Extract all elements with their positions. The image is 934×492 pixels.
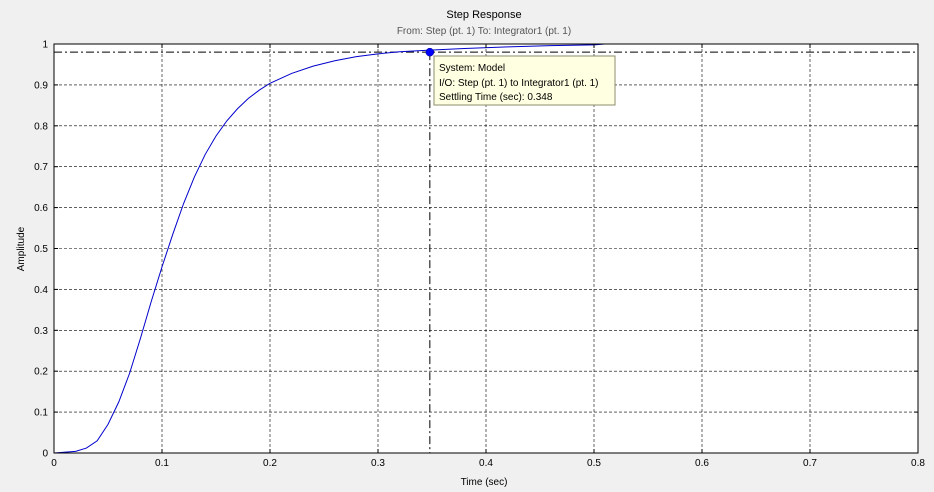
y-tick-label: 0.8 <box>34 121 48 132</box>
x-tick-label: 0.7 <box>803 458 817 469</box>
x-tick-label: 0.6 <box>695 458 709 469</box>
datatip[interactable]: System: Model I/O: Step (pt. 1) to Integ… <box>433 55 616 106</box>
y-tick-label: 1 <box>42 40 48 51</box>
y-tick-label: 0.6 <box>34 203 48 214</box>
ticks: 0 0.1 0.2 0.3 0.4 0.5 0.6 0.7 0.8 0 0.1 0.2 0.3 0.4 0.… <box>34 40 925 470</box>
y-tick-label: 0.2 <box>34 367 48 378</box>
datatip-line-settling: Settling Time (sec): 0.348 <box>439 92 553 103</box>
x-tick-label: 0.3 <box>371 458 385 469</box>
x-tick-label: 0.4 <box>479 458 493 469</box>
y-tick-label: 0.1 <box>34 408 48 419</box>
series-layer <box>53 43 918 454</box>
y-tick-label: 0.7 <box>34 162 48 173</box>
x-axis-label: Time (sec) <box>461 477 508 488</box>
y-tick-label: 0.9 <box>34 80 48 91</box>
chart-subtitle: From: Step (pt. 1) To: Integrator1 (pt. … <box>397 26 571 37</box>
y-tick-label: 0 <box>42 449 48 460</box>
x-tick-label: 0.5 <box>587 458 601 469</box>
reference-lines <box>54 51 918 453</box>
y-tick-label: 0.3 <box>34 326 48 337</box>
y-axis-label: Amplitude <box>16 226 27 271</box>
y-tick-label: 0.4 <box>34 285 48 296</box>
datatip-box <box>433 55 616 106</box>
datatip-line-io: I/O: Step (pt. 1) to Integrator1 (pt. 1) <box>439 78 599 89</box>
datatip-line-system: System: Model <box>439 63 505 74</box>
step-response-line <box>53 43 918 454</box>
x-tick-label: 0 <box>51 458 57 469</box>
x-tick-label: 0.8 <box>911 458 925 469</box>
chart-title: Step Response <box>446 9 521 21</box>
x-tick-label: 0.2 <box>263 458 277 469</box>
y-tick-label: 0.5 <box>34 244 48 255</box>
settling-time-marker <box>425 47 435 57</box>
marker-layer <box>425 47 435 57</box>
x-tick-label: 0.1 <box>155 458 169 469</box>
